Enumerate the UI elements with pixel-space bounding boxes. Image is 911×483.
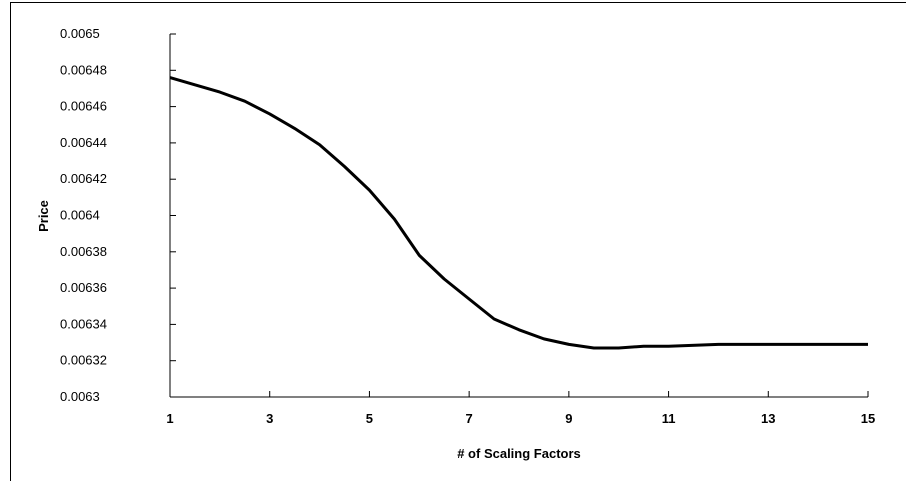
x-tick-label: 3 [266,411,273,426]
x-tick-label: 7 [466,411,473,426]
y-tick-label: 0.00632 [60,353,107,368]
y-axis-title: Price [36,200,51,232]
y-tick-label: 0.0065 [60,26,100,41]
price-series-line [169,76,868,350]
plot-area [169,76,868,350]
x-axis-title: # of Scaling Factors [457,446,581,461]
x-tick-label: 11 [662,411,676,426]
y-tick-label: 0.00646 [60,99,107,114]
y-tick-label: 0.00642 [60,171,107,186]
x-axis: 1 3 5 7 9 11 13 15 [166,391,875,426]
x-tick-label: 13 [761,411,775,426]
y-tick-label: 0.00634 [60,316,107,331]
y-axis: 0.0063 0.00632 0.00634 0.00636 0.00638 0.0064… [60,26,176,404]
x-tick-label: 9 [565,411,572,426]
chart-frame [10,2,906,481]
x-tick-label: 5 [366,411,373,426]
y-tick-label: 0.0063 [60,389,100,404]
y-tick-label: 0.00648 [60,62,107,77]
y-tick-label: 0.00638 [60,244,107,259]
x-tick-label: 15 [861,411,875,426]
x-tick-label: 1 [166,411,173,426]
y-tick-label: 0.0064 [60,208,100,223]
y-tick-label: 0.00644 [60,135,107,150]
y-tick-label: 0.00636 [60,280,107,295]
